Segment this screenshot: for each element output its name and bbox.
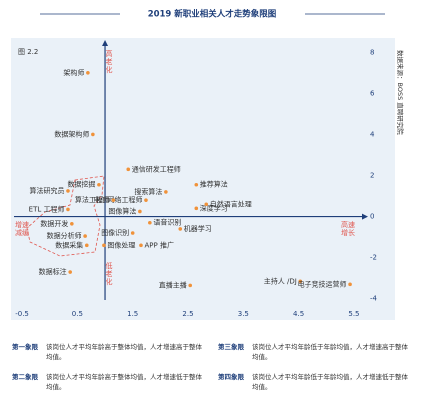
point-label: 图像算法 [108, 206, 136, 215]
quadrant-text: 该岗位人才平均年龄低于年龄均值，人才增速低于整体均值。 [252, 373, 408, 391]
point [144, 198, 148, 202]
cluster-outline [26, 175, 105, 257]
point-label: 深度学习 [200, 203, 228, 212]
x-tick-label: 2.5 [182, 310, 193, 318]
point-label: 架构师 [63, 68, 84, 77]
point [298, 279, 303, 284]
point [204, 202, 209, 207]
point [178, 227, 183, 231]
quadrant-note: 第四象限 该岗位人才平均年龄低于年龄均值，人才增速低于整体均值。 [218, 372, 412, 392]
point-label: 直播主播 [159, 280, 187, 289]
point [68, 270, 72, 274]
x-tick-label: -0.5 [15, 310, 29, 318]
point [139, 243, 143, 248]
x-tick-label: 3.5 [238, 310, 249, 318]
point-label: 语音识别 [153, 218, 181, 227]
point-label: ETL 工程师 [29, 204, 65, 213]
quadrant-text: 该岗位人才平均年龄低于年龄均值，人才增速高于整体均值。 [252, 343, 408, 361]
point-label: 数据采集 [55, 240, 83, 249]
quadrant-note: 第二象限 该岗位人才平均年龄高于整体均值，人才增速低于整体均值。 [12, 372, 206, 392]
point [194, 206, 199, 211]
point-label: 数据挖掘 [67, 180, 95, 189]
point-label: 数据分析师 [47, 231, 82, 240]
quadrant-text: 该岗位人才平均年龄高于整体均值，人才增速低于整体均值。 [46, 373, 202, 391]
point [148, 220, 152, 225]
point [164, 190, 168, 194]
chart-title: 2019 新职业相关人才走势象限图 [148, 9, 277, 20]
annotation: 低老化 [105, 262, 113, 286]
quadrant-note: 第一象限 该岗位人才平均年龄高于整体均值，人才增速高于整体均值。 [12, 342, 206, 362]
plot-background [11, 38, 395, 320]
x-tick-label: 5.5 [348, 310, 359, 318]
point-label: APP 推广 [144, 240, 173, 249]
y-tick-label: -4 [370, 295, 378, 303]
y-tick-label: 8 [370, 48, 374, 56]
x-tick-label: 0.5 [72, 310, 83, 318]
quadrant-notes: 第一象限 该岗位人才平均年龄高于整体均值，人才增速高于整体均值。 第三象限 该岗位人才… [12, 342, 412, 392]
point [130, 231, 135, 235]
y-tick-label: 4 [370, 130, 375, 138]
quadrant-name: 第一象限 [12, 343, 38, 351]
point [83, 234, 87, 238]
point-label: 电子竞技运营师 [298, 279, 347, 288]
point-label: 通信研发工程师 [132, 164, 181, 173]
annotation: 高老化 [105, 50, 113, 74]
point-label: 数据标注 [39, 267, 67, 276]
point-label: 数据架构师 [54, 129, 89, 138]
point-label: 算法工程师 [75, 195, 110, 204]
point [66, 207, 70, 212]
quadrant-name: 第四象限 [218, 373, 244, 381]
point-label: 图像识别 [101, 228, 129, 237]
y-tick-label: 2 [370, 172, 374, 180]
point-label: 图像处理 [107, 240, 135, 249]
y-tick-label: 6 [370, 89, 375, 97]
point [348, 282, 352, 287]
point-label: 自然语言处理 [210, 199, 252, 208]
point [126, 167, 131, 172]
annotation: 高速增长 [341, 221, 355, 237]
point [138, 209, 142, 214]
x-axis-arrow [362, 213, 368, 220]
source: 数据来源：BOSS 直聘研究院 [396, 50, 405, 135]
point [66, 189, 70, 193]
point [84, 243, 89, 248]
point-label: 机器学习 [184, 224, 212, 233]
point [102, 243, 106, 248]
y-tick-label: -2 [370, 254, 377, 262]
quadrant-name: 第二象限 [12, 373, 38, 381]
annotation: 增速减缓 [15, 221, 29, 237]
point-label: 数据开发 [40, 219, 68, 228]
x-tick-label: 1.5 [127, 310, 138, 318]
quadrant-text: 该岗位人才平均年龄高于整体均值，人才增速高于整体均值。 [46, 343, 202, 361]
point [188, 283, 193, 288]
point [194, 182, 199, 187]
point-label: 算法研究员 [29, 186, 64, 195]
point-label: 主持人 /DJ [264, 276, 297, 285]
point [111, 198, 116, 202]
figure-label: 图 2.2 [18, 48, 38, 56]
point [70, 221, 74, 226]
point-label: 推荐算法 [200, 180, 228, 189]
quadrant-note: 第三象限 该岗位人才平均年龄低于年龄均值，人才增速高于整体均值。 [218, 342, 412, 362]
x-tick-label: 4.5 [293, 310, 304, 318]
y-tick-label: 0 [370, 213, 374, 221]
point-label: 搜索算法 [134, 187, 162, 196]
point [97, 182, 101, 187]
quadrant-name: 第三象限 [218, 343, 244, 351]
y-axis-arrow [102, 40, 109, 46]
point [91, 132, 95, 137]
point-label: 电信网络工程师 [93, 195, 142, 204]
point [86, 71, 90, 75]
